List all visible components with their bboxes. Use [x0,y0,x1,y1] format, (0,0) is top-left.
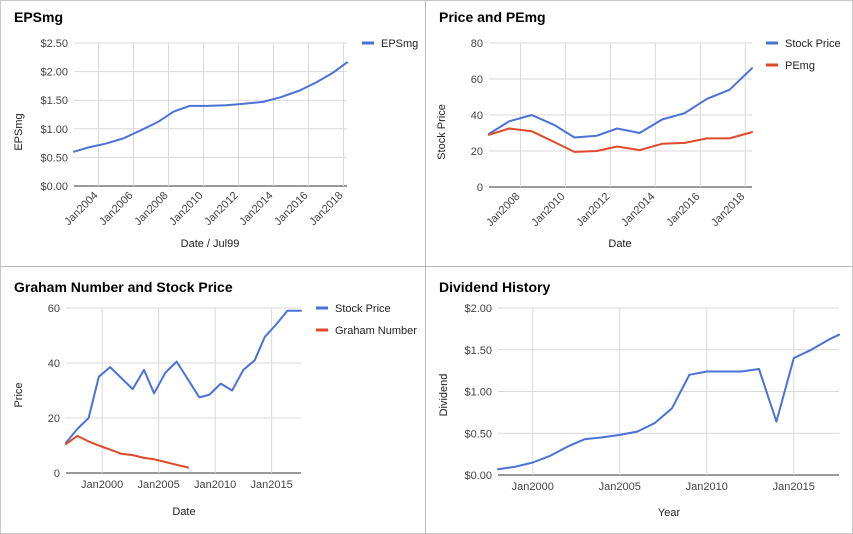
series-line-0 [497,333,840,471]
x-tick-label: Jan2016 [272,190,310,228]
y-tick-label: $1.50 [40,95,68,107]
y-axis-label: Dividend [438,374,450,417]
x-tick-label: Jan2012 [202,190,240,228]
x-tick-label: Jan2014 [619,191,657,229]
x-tick-label: Jan2005 [599,481,641,493]
y-tick-label: 0 [54,468,60,480]
chart-svg-epsmg: EPSmg $0.00 $0.50 $1.00 $1.50 $2.00 $2.50 Jan20… [13,9,418,250]
chart-panel-dividend: Dividend History $0.00 $0.50 $1.00 $1.50 $2.0… [426,267,853,534]
y-tick-label: $2.00 [464,303,492,315]
y-tick-label: $0.00 [464,470,492,482]
y-tick-label: $1.50 [464,345,492,357]
y-tick-label: $0.50 [464,428,492,440]
y-tick-label: $1.00 [40,124,68,136]
y-tick-label: $0.50 [40,152,68,164]
y-axis-label: Stock Price [436,104,448,160]
x-tick-label: Jan2010 [194,479,236,491]
x-tick-label: Jan2012 [574,191,612,229]
y-tick-label: 20 [471,146,483,158]
series-line-0 [65,309,302,444]
x-tick-label: Jan2015 [773,481,815,493]
y-tick-label: $2.50 [40,38,68,50]
y-tick-label: 40 [471,110,483,122]
x-tick-label: Jan2004 [62,190,100,228]
x-tick-label: Jan2010 [686,481,728,493]
y-tick-label: 80 [471,38,483,50]
chart-svg-dividend: Dividend History $0.00 $0.50 $1.00 $1.50 $2.0… [438,279,840,519]
panel-divider-vertical [425,0,426,534]
legend-label: Stock Price [785,38,841,50]
legend-label: EPSmg [381,38,418,50]
chart-panel-price-pemg: Price and PEmg 0 20 40 60 80 Jan2008 Jan2010 Jan… [426,0,853,266]
x-tick-label: Jan2015 [251,479,293,491]
y-tick-label: 60 [48,303,60,315]
chart-title: EPSmg [14,9,63,25]
y-tick-label: $2.00 [40,67,68,79]
x-tick-label: Jan2006 [97,190,135,228]
y-tick-label: 20 [48,413,60,425]
x-tick-label: Jan2005 [138,479,180,491]
chart-title: Dividend History [439,279,550,295]
series-line-1 [488,127,753,153]
x-tick-label: Jan2000 [512,481,554,493]
chart-title: Graham Number and Stock Price [14,279,233,295]
y-tick-label: 60 [471,74,483,86]
chart-panel-epsmg: EPSmg $0.00 $0.50 $1.00 $1.50 $2.00 $2.50 Jan20… [0,0,425,266]
panel-divider-horizontal [0,266,853,267]
x-axis-label: Date [608,238,631,250]
y-axis-label: EPSmg [13,113,25,150]
x-tick-label: Jan2016 [664,191,702,229]
legend-label: Graham Number [335,325,417,337]
y-tick-label: $0.00 [40,181,68,193]
x-tick-label: Jan2018 [307,190,345,228]
chart-svg-graham: Graham Number and Stock Price 0 20 40 60 Jan2… [13,279,417,518]
legend-label: Stock Price [335,303,391,315]
y-axis-label: Price [13,382,25,407]
x-tick-label: Jan2010 [529,191,567,229]
series-line-0 [73,61,348,153]
y-tick-label: 40 [48,358,60,370]
x-tick-label: Jan2000 [81,479,123,491]
x-tick-label: Jan2008 [132,190,170,228]
x-tick-label: Jan2014 [237,190,275,228]
x-tick-label: Jan2018 [709,191,747,229]
series-line-0 [488,67,753,139]
series-line-1 [65,434,189,469]
y-tick-label: $1.00 [464,387,492,399]
legend-label: PEmg [785,60,815,72]
x-axis-label: Date [172,506,195,518]
y-tick-label: 0 [477,182,483,194]
x-axis-label: Date / Jul99 [181,238,240,250]
chart-panel-graham: Graham Number and Stock Price 0 20 40 60 Jan2… [0,267,425,534]
x-tick-label: Jan2010 [167,190,205,228]
x-axis-label: Year [658,507,681,519]
x-tick-label: Jan2008 [484,191,522,229]
chart-title: Price and PEmg [439,9,546,25]
